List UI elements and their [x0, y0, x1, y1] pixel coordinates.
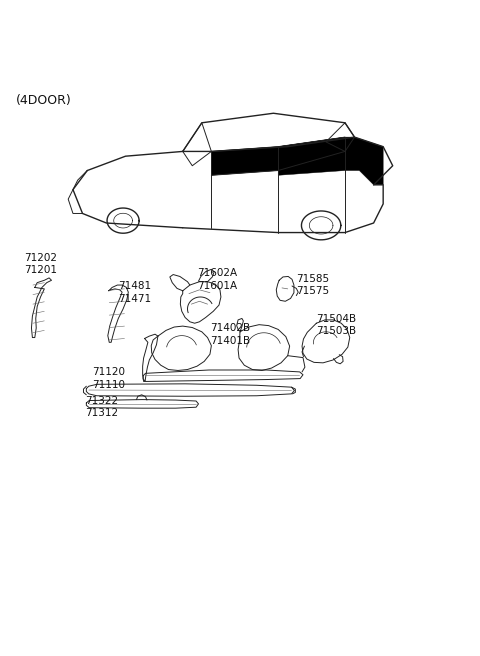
Text: 71322
71312: 71322 71312	[85, 396, 118, 418]
Text: (4DOOR): (4DOOR)	[16, 94, 72, 107]
Text: 71602A
71601A: 71602A 71601A	[197, 268, 237, 291]
Text: 71202
71201: 71202 71201	[24, 253, 57, 275]
Polygon shape	[211, 137, 345, 175]
Text: 71481
71471: 71481 71471	[118, 281, 151, 304]
Text: 71120
71110: 71120 71110	[92, 367, 125, 390]
Text: 71504B
71503B: 71504B 71503B	[316, 314, 357, 336]
Text: 71402B
71401B: 71402B 71401B	[210, 323, 251, 346]
Polygon shape	[278, 137, 383, 185]
Text: 71585
71575: 71585 71575	[296, 274, 329, 296]
